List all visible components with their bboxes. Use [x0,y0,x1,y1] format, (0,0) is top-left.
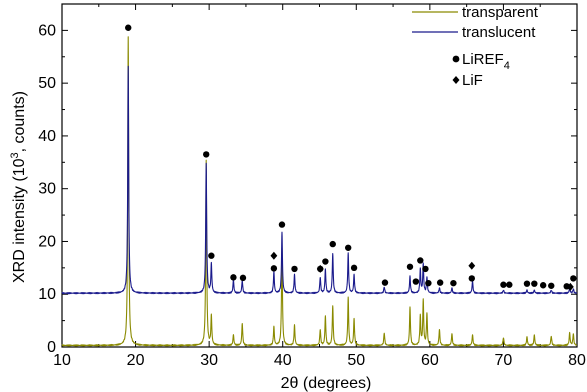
marker-liref4 [270,265,278,272]
legend-label-liref4-sub: 4 [504,60,510,72]
x-axis-title-prefix: 2 [281,375,290,392]
legend: transparent translucent LiREF4 LiF [412,4,539,89]
x-axis-title-suffix: (degrees) [298,375,371,392]
y-tick-label: 50 [38,75,56,92]
marker-liref4 [406,263,414,270]
y-tick-label: 10 [38,286,56,303]
y-axis-title-main: XRD intensity (10 [11,158,28,283]
marker-liref4 [523,280,531,287]
x-tick-label: 70 [495,352,513,369]
marker-liref4 [344,244,352,251]
marker-liref4 [208,252,215,259]
marker-liref4 [506,281,513,288]
y-axis-title-sup: 3 [9,152,21,158]
x-axis-title: 2θ (degrees) [281,375,372,392]
marker-liref4 [417,257,424,264]
x-tick-label: 60 [421,352,439,369]
y-axis-title: XRD intensity (103, counts) [9,91,28,283]
y-tick-label: 0 [47,339,56,356]
x-tick-label: 50 [347,352,365,369]
marker-liref4 [425,279,432,287]
y-tick-label: 40 [38,128,56,145]
legend-label-transparent: transparent [462,4,539,21]
series-line-transparent [61,36,578,347]
marker-lif [566,282,574,291]
marker-liref4 [381,279,389,286]
x-tick-label: 40 [274,352,292,369]
y-axis-title-end: , counts) [11,91,28,152]
marker-liref4 [531,280,538,287]
marker-lif [316,264,324,273]
legend-label-liref4-main: LiREF [462,51,504,68]
legend-label-lif: LiF [462,72,483,89]
series-line-translucent [61,65,578,295]
x-axis-title-theta: θ [290,375,299,392]
y-tick-label: 20 [38,233,56,250]
marker-liref4 [450,279,457,287]
marker-liref4 [125,24,132,31]
marker-liref4 [230,274,237,281]
y-tick-label: 60 [38,22,56,39]
marker-liref4 [468,275,475,282]
x-tick-label: 20 [127,352,145,369]
marker-liref4 [291,265,298,273]
x-tick-label: 80 [568,352,586,369]
marker-liref4 [570,275,577,282]
marker-liref4 [500,281,507,288]
legend-marker-liref4 [452,55,460,63]
marker-liref4 [412,278,420,285]
marker-lif [270,251,278,260]
marker-liref4 [350,264,358,272]
marker-liref4 [436,279,444,286]
marker-liref4 [422,265,429,273]
marker-liref4 [539,282,547,289]
legend-label-translucent: translucent [462,24,536,41]
legend-marker-lif [452,76,460,84]
marker-liref4 [329,240,336,248]
marker-liref4 [322,258,329,265]
x-tick-label: 30 [200,352,218,369]
marker-liref4 [203,151,210,158]
x-tick-label: 10 [53,352,71,369]
marker-liref4 [239,274,247,282]
marker-liref4 [278,221,286,228]
legend-label-liref4: LiREF4 [462,51,510,72]
y-tick-label: 30 [38,181,56,198]
marker-liref4 [548,282,555,289]
marker-lif [468,261,476,270]
markers-layer [125,24,577,291]
series-layer [61,36,578,347]
